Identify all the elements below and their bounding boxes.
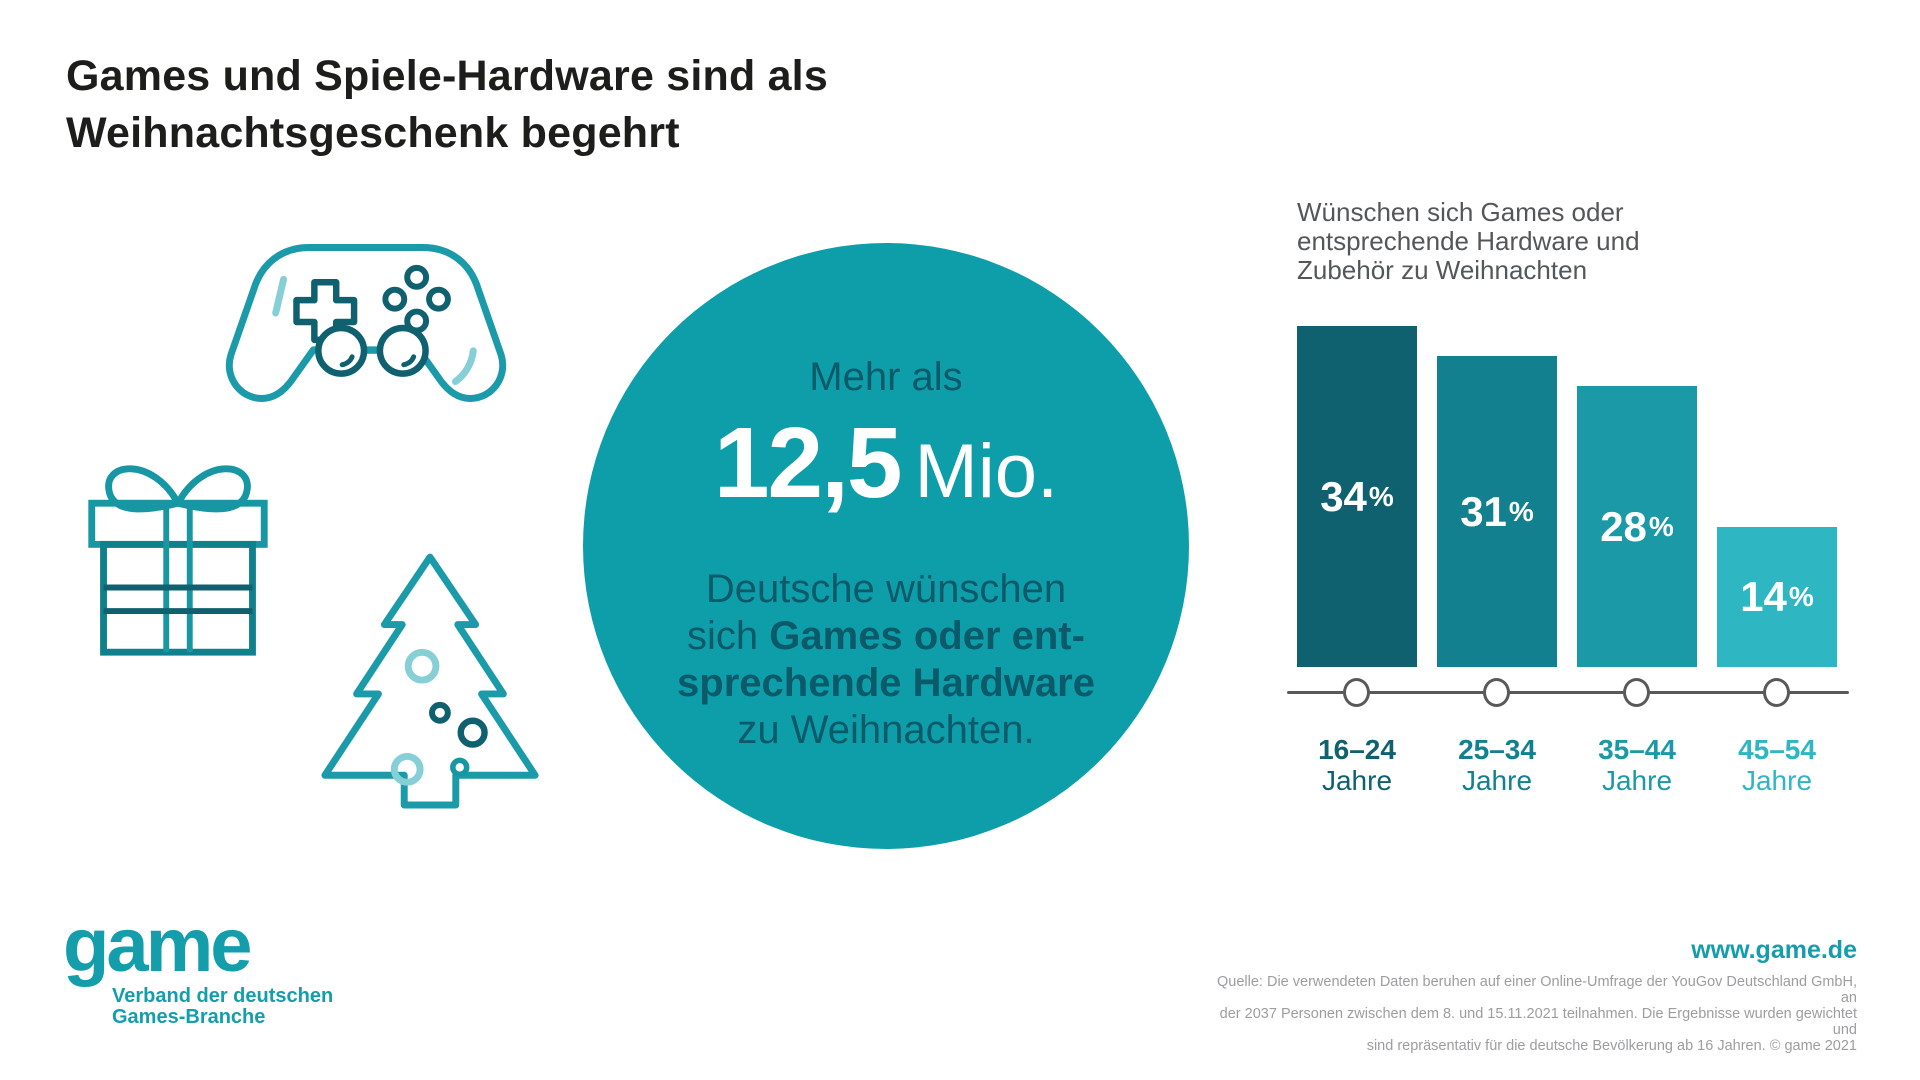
x-axis-line	[1287, 691, 1849, 694]
axis-marker-icon	[1343, 678, 1370, 707]
gift-box-icon	[88, 465, 268, 656]
label-25-34: 25–34 Jahre	[1458, 734, 1536, 796]
game-logo: game Verband der deutschen Games-Branche	[63, 908, 333, 1028]
christmas-tree-icon	[321, 553, 539, 809]
label-35-44: 35–44 Jahre	[1598, 734, 1676, 796]
highlight-number-suffix: Mio.	[914, 429, 1059, 514]
game-logo-wordmark: game	[63, 903, 253, 988]
label-45-54: 45–54 Jahre	[1738, 734, 1816, 796]
axis-marker-icon	[1763, 678, 1790, 707]
ornament-icon	[450, 757, 470, 778]
highlight-text: Deutsche wünschen sich Games oder ent- s…	[677, 567, 1095, 752]
game-controller-icon	[225, 244, 507, 402]
game-logo-tagline: Verband der deutschen Games-Branche	[112, 985, 334, 1028]
axis-marker-icon	[1623, 678, 1650, 707]
page-title-line1: Games und Spiele-Hardware sind als	[66, 52, 828, 100]
highlight-intro: Mehr als	[809, 355, 963, 399]
bar-chart: Wünschen sich Games oder entsprechende H…	[1287, 196, 1877, 816]
chart-category-labels: 16–24 Jahre 25–34 Jahre 35–44 Jahre 45–5…	[1297, 734, 1837, 796]
ornament-icon	[390, 752, 424, 786]
bar-16-24: 34 %	[1297, 326, 1417, 667]
ornament-icon	[429, 701, 451, 724]
ornament-icon	[404, 648, 440, 684]
page-title: Games und Spiele-Hardware sind als Weihn…	[66, 48, 828, 162]
website-link[interactable]: www.game.de	[1691, 936, 1857, 964]
bar-25-34: 31 %	[1437, 356, 1557, 667]
source-note: Quelle: Die verwendeten Daten beruhen au…	[1217, 974, 1857, 1054]
bar-35-44: 28 %	[1577, 386, 1697, 667]
highlight-circle: Mehr als 12,5 Mio. Deutsche wünschen sich…	[583, 243, 1189, 849]
highlight-number: 12,5 Mio.	[583, 408, 1189, 548]
bar-45-54: 14 %	[1717, 527, 1837, 667]
chart-title: Wünschen sich Games oder entsprechende H…	[1297, 197, 1640, 285]
ornament-icon	[457, 717, 488, 748]
chart-bars: 34 % 31 % 28 % 14 %	[1297, 326, 1857, 667]
page-title-line2: Weihnachtsgeschenk begehrt	[66, 109, 680, 157]
label-16-24: 16–24 Jahre	[1318, 734, 1396, 796]
axis-marker-icon	[1483, 678, 1510, 707]
highlight-number-value: 12,5	[713, 407, 903, 519]
